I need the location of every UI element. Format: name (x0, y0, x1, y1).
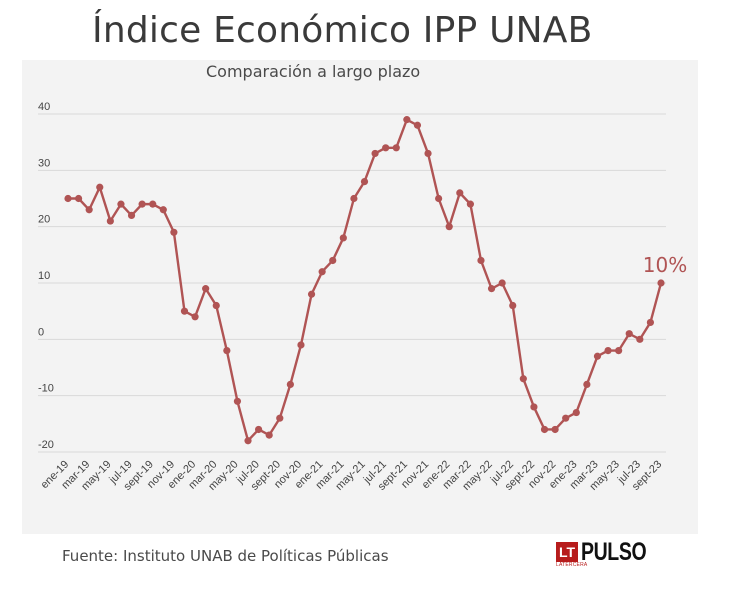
data-point (371, 149, 379, 158)
data-point (74, 194, 83, 203)
data-point (64, 194, 72, 203)
data-point (350, 194, 358, 203)
data-point (403, 116, 411, 124)
data-point (509, 301, 517, 310)
data-point (85, 206, 93, 214)
y-tick-label: -10 (38, 383, 54, 395)
data-point (424, 149, 432, 158)
data-point (106, 217, 114, 225)
data-point (286, 380, 294, 388)
logo-badge: LT (556, 542, 578, 562)
data-point (466, 200, 474, 208)
y-tick-label: 40 (38, 101, 50, 113)
data-point (562, 414, 570, 422)
data-point (159, 206, 167, 214)
data-point (625, 330, 633, 338)
data-point (138, 200, 146, 208)
data-point (202, 285, 210, 293)
annotation-label: 10% (643, 253, 687, 277)
data-point (117, 200, 125, 208)
data-point (265, 431, 273, 439)
data-point (212, 301, 220, 310)
data-point (551, 425, 559, 434)
data-point (583, 380, 591, 388)
data-point (223, 347, 231, 355)
data-point (413, 121, 422, 129)
data-point (530, 403, 538, 411)
data-point (244, 437, 252, 445)
data-point (191, 313, 199, 321)
logo-badge-sub: LATERCERA (556, 562, 588, 568)
data-point (604, 347, 612, 355)
data-point (127, 211, 136, 219)
data-point (233, 397, 242, 405)
data-point (307, 290, 316, 298)
data-point (392, 144, 400, 152)
data-point (477, 256, 485, 265)
data-point (487, 285, 496, 293)
data-point (382, 144, 390, 152)
y-tick-label: 20 (38, 214, 50, 226)
data-point (329, 256, 337, 265)
data-point (276, 414, 284, 422)
data-point (339, 234, 347, 242)
data-point (657, 279, 665, 287)
data-point (297, 341, 305, 349)
data-point (149, 200, 157, 208)
data-point (456, 189, 464, 197)
data-point (318, 268, 326, 276)
data-point (255, 425, 263, 434)
source-note: Fuente: Instituto UNAB de Políticas Públ… (62, 547, 389, 565)
data-point (445, 223, 453, 231)
y-tick-label: -20 (38, 439, 54, 451)
data-point (96, 183, 104, 191)
data-point (636, 335, 644, 343)
chart-panel (22, 60, 698, 534)
data-point (360, 178, 369, 186)
logo-wordmark: PULSO (581, 538, 647, 566)
data-point (519, 375, 527, 383)
data-point (572, 408, 580, 417)
data-point (498, 279, 506, 287)
data-point (540, 425, 549, 434)
series-line (68, 118, 663, 442)
data-point (170, 228, 178, 236)
data-point (593, 352, 602, 360)
y-tick-label: 30 (38, 157, 50, 169)
y-tick-label: 10 (38, 270, 50, 282)
chart-title: Índice Económico IPP UNAB (92, 10, 593, 51)
data-point (646, 318, 655, 327)
data-point (180, 307, 189, 315)
data-point (615, 347, 623, 355)
chart-subtitle: Comparación a largo plazo (206, 62, 421, 81)
y-tick-label: 0 (38, 326, 44, 338)
data-point (435, 194, 443, 203)
